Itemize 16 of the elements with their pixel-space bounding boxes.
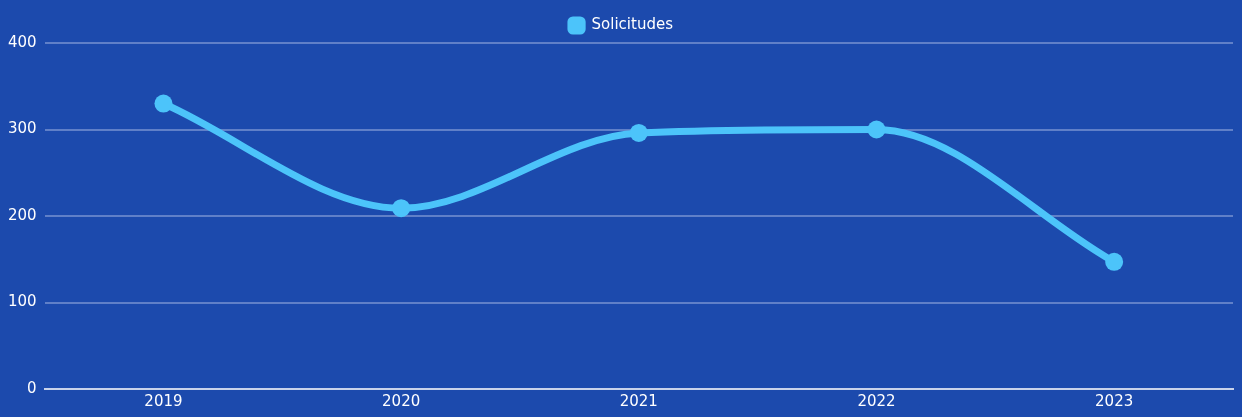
point bbox=[154, 94, 173, 113]
point bbox=[629, 123, 648, 142]
point bbox=[392, 199, 411, 218]
x-tick-label: 2019 bbox=[144, 391, 183, 410]
y-tick-label: 300 bbox=[7, 119, 37, 138]
y-tick-label: 100 bbox=[7, 292, 37, 311]
legend-label: Solicitudes bbox=[591, 15, 674, 34]
x-tick-label: 2021 bbox=[619, 391, 658, 410]
y-tick-label: 400 bbox=[7, 32, 37, 51]
y-tick-label: 0 bbox=[27, 378, 37, 397]
y-tick-label: 200 bbox=[7, 205, 37, 224]
point bbox=[1105, 252, 1124, 271]
x-tick-label: 2023 bbox=[1095, 391, 1134, 410]
x-tick-label: 2022 bbox=[857, 391, 896, 410]
x-tick-label: 2020 bbox=[382, 391, 421, 410]
point bbox=[867, 120, 886, 139]
